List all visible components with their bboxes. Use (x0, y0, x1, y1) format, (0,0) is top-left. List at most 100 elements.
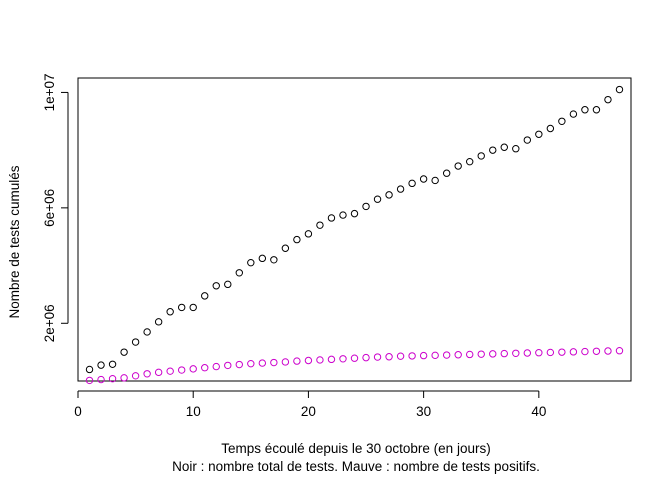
data-point (247, 258, 255, 267)
y-axis-label: Nombre de tests cumulés (7, 165, 22, 318)
data-point (615, 347, 624, 355)
data-point (293, 357, 301, 365)
data-point (177, 303, 186, 312)
data-point (304, 230, 313, 238)
chart-subtitle: Noir : nombre total de tests. Mauve : no… (172, 459, 540, 474)
data-point (454, 351, 462, 359)
data-point (108, 374, 117, 383)
y-axis: 2e+06 6e+06 1e+07 (42, 73, 69, 342)
data-point (224, 361, 232, 370)
data-point (373, 353, 382, 361)
data-point (235, 269, 243, 277)
x-tick-label: 40 (531, 404, 546, 419)
data-point (177, 366, 186, 374)
data-point (224, 280, 232, 289)
data-point (120, 374, 128, 382)
data-point (281, 358, 290, 366)
data-point (431, 351, 439, 360)
data-point (489, 350, 497, 358)
data-point (235, 360, 243, 369)
data-point (362, 353, 370, 362)
data-point (604, 347, 612, 355)
data-point (466, 157, 474, 166)
data-point (131, 372, 140, 380)
data-point (419, 175, 428, 183)
data-point (201, 364, 209, 372)
data-point (523, 136, 532, 144)
data-point (339, 211, 347, 219)
x-axis-label: Temps écoulé depuis le 30 octobre (en jo… (221, 441, 490, 456)
data-point (592, 347, 601, 355)
x-axis: 0 10 20 30 40 (74, 390, 546, 419)
data-point (362, 202, 370, 211)
data-point (396, 185, 405, 193)
data-point (166, 308, 174, 316)
data-point (419, 351, 428, 360)
data-point (189, 365, 197, 373)
data-point (350, 354, 359, 362)
data-point (304, 356, 313, 365)
data-point (201, 292, 209, 300)
data-point (154, 368, 163, 377)
data-point (477, 152, 485, 160)
data-point (477, 350, 485, 358)
data-point (385, 191, 393, 199)
data-point (281, 244, 290, 252)
plot-frame (77, 77, 632, 382)
data-point (131, 338, 140, 346)
data-point (535, 130, 543, 138)
data-point (569, 348, 578, 356)
data-point (408, 352, 416, 360)
y-tick-label: 6e+06 (42, 189, 57, 227)
data-point (558, 348, 566, 356)
data-point (143, 370, 151, 378)
data-point (396, 352, 405, 360)
series-layer (85, 85, 624, 385)
data-point (431, 176, 439, 185)
x-tick-label: 20 (301, 404, 316, 419)
data-point (466, 350, 474, 359)
data-point (120, 348, 128, 356)
data-point (442, 351, 451, 359)
data-point (592, 106, 601, 114)
data-point (339, 355, 347, 363)
data-point (604, 95, 612, 104)
data-point (350, 209, 359, 218)
x-tick-label: 30 (416, 404, 431, 419)
data-point (454, 162, 462, 170)
data-point (615, 85, 624, 94)
data-point (189, 303, 197, 312)
data-point (512, 349, 520, 357)
data-point (512, 145, 520, 153)
data-point (327, 355, 336, 364)
data-point (569, 110, 578, 118)
x-tick-label: 0 (74, 404, 82, 419)
data-point (581, 106, 589, 114)
data-point (85, 376, 94, 385)
data-point (258, 254, 267, 263)
y-tick-label: 1e+07 (42, 73, 57, 111)
x-tick-label: 10 (186, 404, 201, 419)
data-point (97, 375, 105, 384)
data-point (500, 349, 508, 358)
data-point (408, 179, 416, 188)
data-point (258, 359, 267, 367)
data-point (500, 143, 508, 151)
data-point (97, 361, 105, 369)
series-0 (85, 85, 624, 374)
data-point (523, 349, 532, 357)
data-point (270, 256, 278, 264)
data-point (270, 358, 278, 367)
data-point (154, 318, 163, 326)
data-point (143, 328, 151, 336)
data-point (489, 146, 497, 154)
data-point (247, 359, 255, 368)
data-point (212, 282, 220, 290)
data-point (385, 353, 393, 361)
data-point (581, 347, 589, 356)
y-tick-label: 2e+06 (42, 304, 57, 342)
data-point (316, 356, 324, 364)
data-point (212, 362, 220, 371)
data-point (85, 365, 94, 374)
